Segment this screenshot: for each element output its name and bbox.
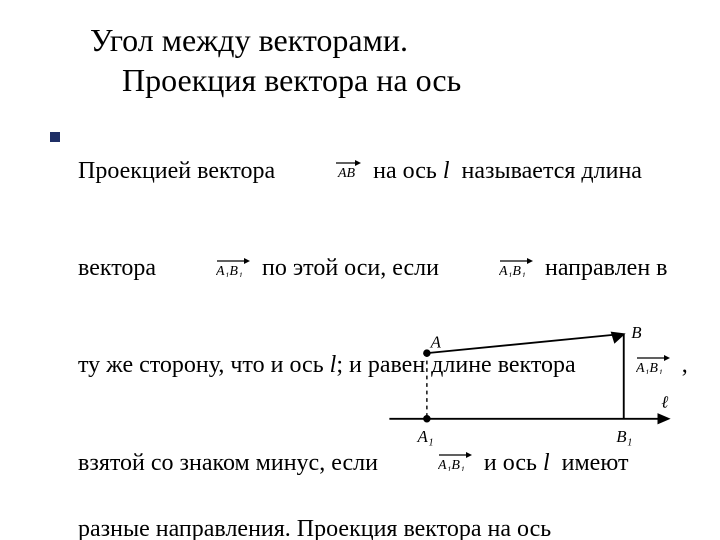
label-a1: A₁ — [417, 427, 434, 446]
vector-ab: AB — [287, 124, 361, 221]
svg-text:A₁B₁: A₁B₁ — [499, 264, 526, 277]
svg-text:AB: AB — [337, 166, 356, 179]
vector-a1b1-1: A₁B₁ — [168, 221, 250, 318]
axis-arrowhead-icon — [658, 413, 671, 424]
axis-l-1: l — [443, 158, 450, 184]
svg-text:A₁B₁: A₁B₁ — [216, 264, 243, 277]
label-b1: B₁ — [616, 427, 632, 446]
projection-diagram: A B A₁ B₁ ℓ — [380, 320, 680, 480]
point-a — [423, 349, 431, 357]
point-a1 — [423, 415, 431, 423]
text-2: на ось — [367, 158, 443, 184]
slide-title: Угол между векторами. Проекция вектора н… — [90, 20, 690, 100]
label-axis: ℓ — [661, 393, 668, 412]
text-4: по этой оси, если — [256, 255, 445, 281]
label-a: A — [430, 333, 442, 352]
label-b: B — [631, 323, 641, 342]
title-line-1: Угол между векторами. — [90, 22, 408, 58]
title-line-2: Проекция вектора на ось — [122, 62, 461, 98]
text-1: Проекцией вектора — [78, 158, 281, 184]
vector-a1b1-2: A₁B₁ — [451, 221, 533, 318]
bullet-icon — [50, 132, 60, 142]
vector-ab-line — [427, 334, 618, 353]
slide: Угол между векторами. Проекция вектора н… — [0, 0, 720, 540]
